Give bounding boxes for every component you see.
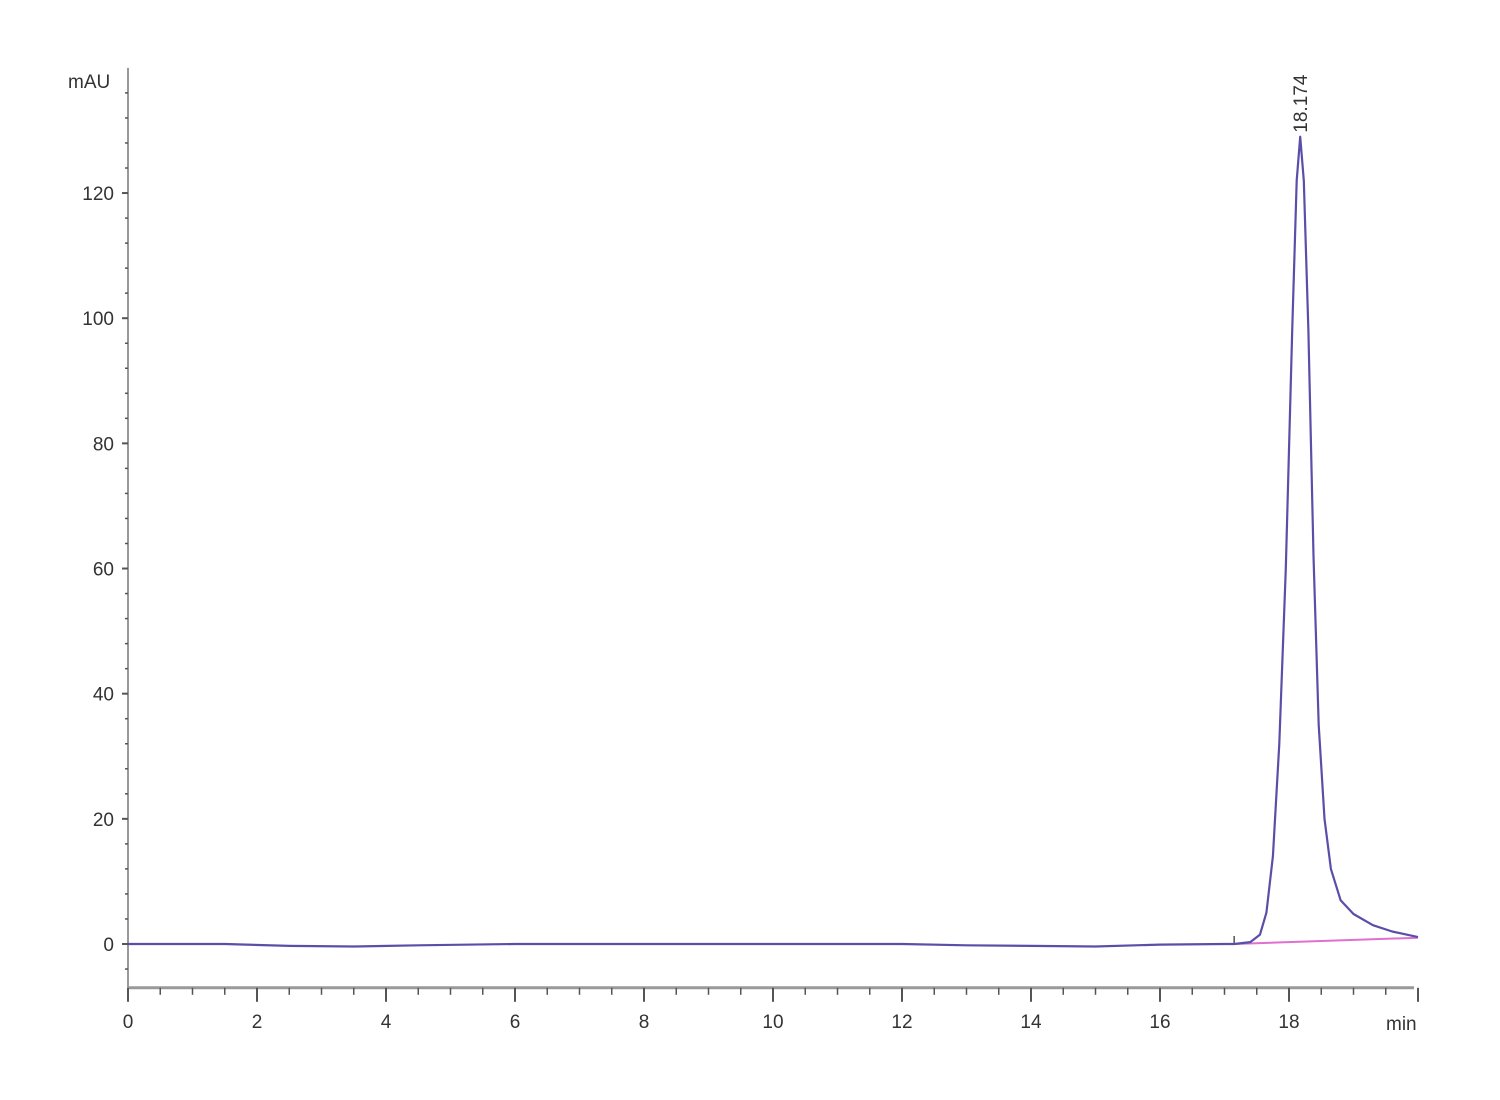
- x-tick-label: 4: [381, 1012, 392, 1033]
- x-tick-label: 14: [1020, 1012, 1042, 1033]
- axes: 0 20 40 60 80 100 120 0 2 4 6 8 10 12 14 16 18: [82, 67, 1419, 1033]
- y-tick-label: 20: [93, 810, 114, 831]
- x-tick-label: 6: [510, 1012, 521, 1033]
- x-tick-label: 8: [639, 1012, 650, 1033]
- y-axis-label: mAU: [68, 72, 110, 93]
- y-tick-label: 80: [93, 434, 114, 455]
- x-tick-label: 0: [123, 1012, 134, 1033]
- integration-baseline: [1234, 936, 1419, 945]
- peak-label: 18.174: [1291, 74, 1312, 133]
- x-tick-label: 12: [891, 1012, 912, 1033]
- x-tick-label: 16: [1149, 1012, 1170, 1033]
- x-axis-label: min: [1386, 1014, 1417, 1035]
- x-tick-label: 18: [1278, 1012, 1299, 1033]
- x-tick-label: 2: [252, 1012, 263, 1033]
- y-tick-label: 0: [103, 935, 114, 956]
- y-tick-label: 100: [82, 309, 114, 330]
- signal-trace: [128, 135, 1419, 948]
- y-tick-label: 40: [93, 685, 114, 706]
- plot-area: 18.174: [128, 74, 1419, 948]
- y-tick-label: 60: [93, 560, 114, 581]
- y-tick-label: 120: [82, 184, 114, 205]
- x-tick-label: 10: [762, 1012, 783, 1033]
